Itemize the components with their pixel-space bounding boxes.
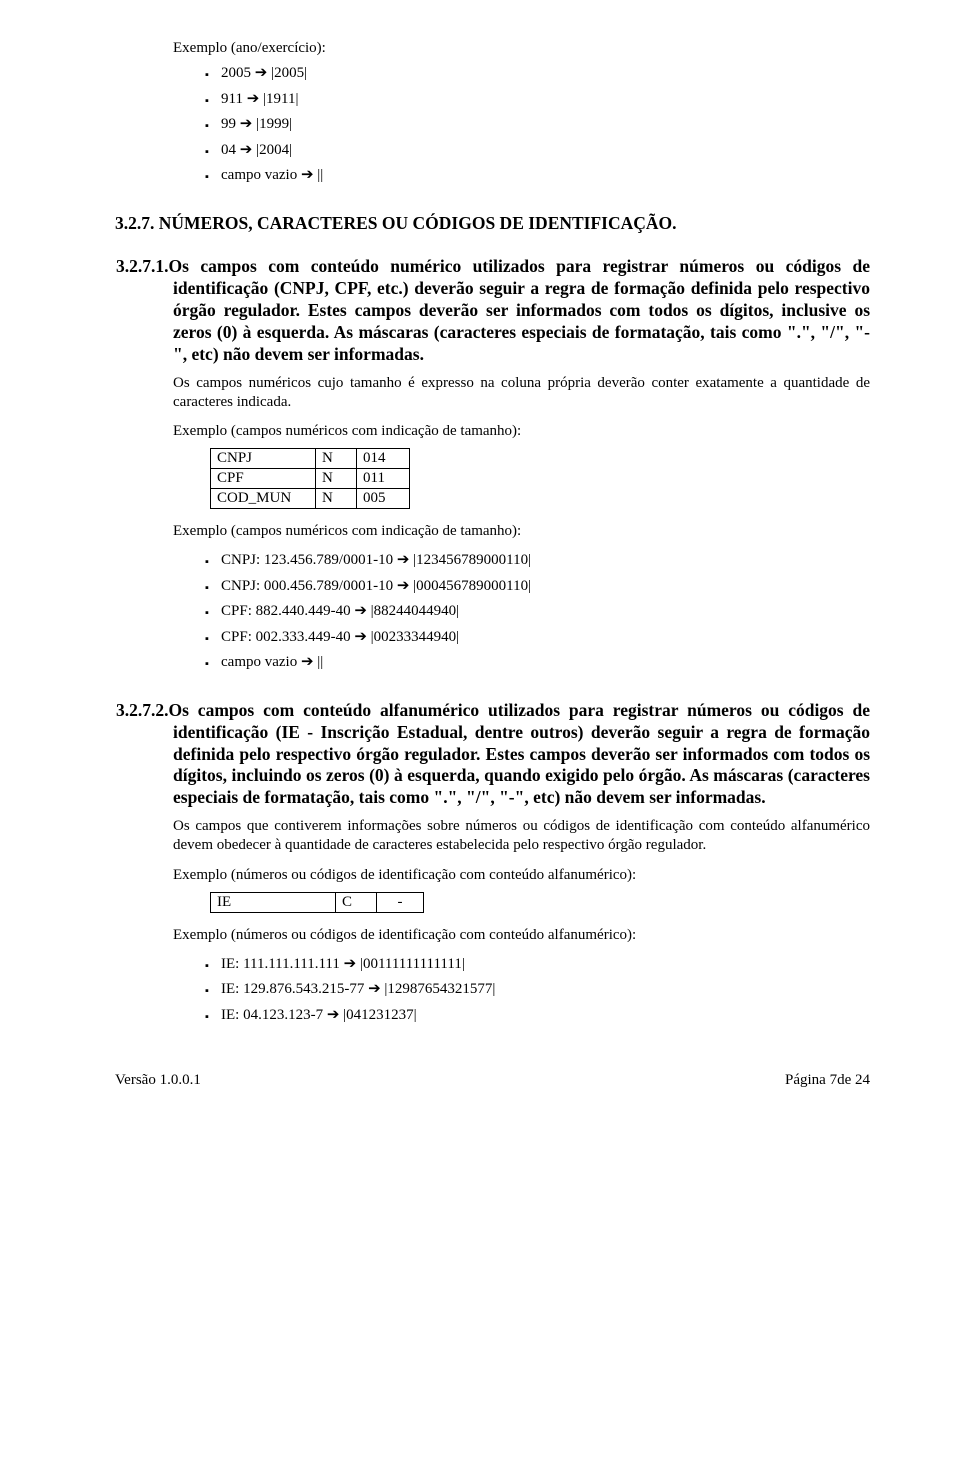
footer-page-number: Página 7de 24	[785, 1072, 870, 1089]
section-327-heading: 3.2.7. NÚMEROS, CARACTERES OU CÓDIGOS DE…	[115, 213, 870, 235]
section-number: 3.2.7.	[115, 213, 154, 235]
example-tam-label-2: Exemplo (campos numéricos com indicação …	[173, 523, 870, 540]
section-3272-heading: 3.2.7.2.Os campos com conteúdo alfanumér…	[115, 700, 870, 809]
list-item: 2005 ➔ |2005|	[205, 61, 870, 87]
example-ano-list: 2005 ➔ |2005| 911 ➔ |1911| 99 ➔ |1999| 0…	[115, 61, 870, 189]
section-number: 3.2.7.1.	[116, 256, 169, 276]
section-text: Os campos com conteúdo alfanumérico util…	[169, 700, 871, 808]
table-campos-numericos: CNPJ N 014 CPF N 011 COD_MUN N 005	[210, 448, 410, 509]
table-cell: 011	[357, 469, 410, 489]
paragraph-alfa: Os campos que contiverem informações sob…	[173, 817, 870, 855]
example-alfa-label-1: Exemplo (números ou códigos de identific…	[173, 867, 870, 884]
list-item: CPF: 882.440.449-40 ➔ |88244044940|	[205, 599, 870, 625]
table-cell: CPF	[211, 469, 316, 489]
table-cell: IE	[211, 892, 336, 912]
table-row: CNPJ N 014	[211, 449, 410, 469]
table-ie: IE C -	[210, 892, 424, 913]
table-cell: 005	[357, 489, 410, 509]
example-alfa-label-2: Exemplo (números ou códigos de identific…	[173, 927, 870, 944]
list-item: campo vazio ➔ ||	[205, 650, 870, 676]
table-cell: N	[316, 469, 357, 489]
page-footer: Versão 1.0.0.1 Página 7de 24	[0, 1072, 960, 1089]
table-cell: CNPJ	[211, 449, 316, 469]
list-item: CPF: 002.333.449-40 ➔ |00233344940|	[205, 625, 870, 651]
table-cell: N	[316, 489, 357, 509]
list-item: 99 ➔ |1999|	[205, 112, 870, 138]
section-text: Os campos com conteúdo numérico utilizad…	[169, 256, 871, 364]
list-item: 04 ➔ |2004|	[205, 138, 870, 164]
footer-version: Versão 1.0.0.1	[115, 1072, 201, 1089]
list-item: IE: 129.876.543.215-77 ➔ |12987654321577…	[205, 977, 870, 1003]
table-cell: -	[377, 892, 424, 912]
section-number: 3.2.7.2.	[116, 700, 169, 720]
table-cell: 014	[357, 449, 410, 469]
table-row: IE C -	[211, 892, 424, 912]
section-title: NÚMEROS, CARACTERES OU CÓDIGOS DE IDENTI…	[159, 213, 677, 233]
example-tam-label-1: Exemplo (campos numéricos com indicação …	[173, 423, 870, 440]
list-item: IE: 04.123.123-7 ➔ |041231237|	[205, 1003, 870, 1029]
table-cell: COD_MUN	[211, 489, 316, 509]
table-row: CPF N 011	[211, 469, 410, 489]
table-cell: C	[336, 892, 377, 912]
list-item: IE: 111.111.111.111 ➔ |00111111111111|	[205, 952, 870, 978]
paragraph-numericos: Os campos numéricos cujo tamanho é expre…	[173, 374, 870, 412]
table-cell: N	[316, 449, 357, 469]
list-item: 911 ➔ |1911|	[205, 87, 870, 113]
example-ano-title: Exemplo (ano/exercício):	[173, 40, 870, 57]
list-item: campo vazio ➔ ||	[205, 163, 870, 189]
table-row: COD_MUN N 005	[211, 489, 410, 509]
section-3271-heading: 3.2.7.1.Os campos com conteúdo numérico …	[115, 256, 870, 365]
example-alfa-list: IE: 111.111.111.111 ➔ |00111111111111| I…	[115, 952, 870, 1029]
list-item: CNPJ: 123.456.789/0001-10 ➔ |12345678900…	[205, 548, 870, 574]
example-tam-list: CNPJ: 123.456.789/0001-10 ➔ |12345678900…	[115, 548, 870, 676]
list-item: CNPJ: 000.456.789/0001-10 ➔ |00045678900…	[205, 574, 870, 600]
